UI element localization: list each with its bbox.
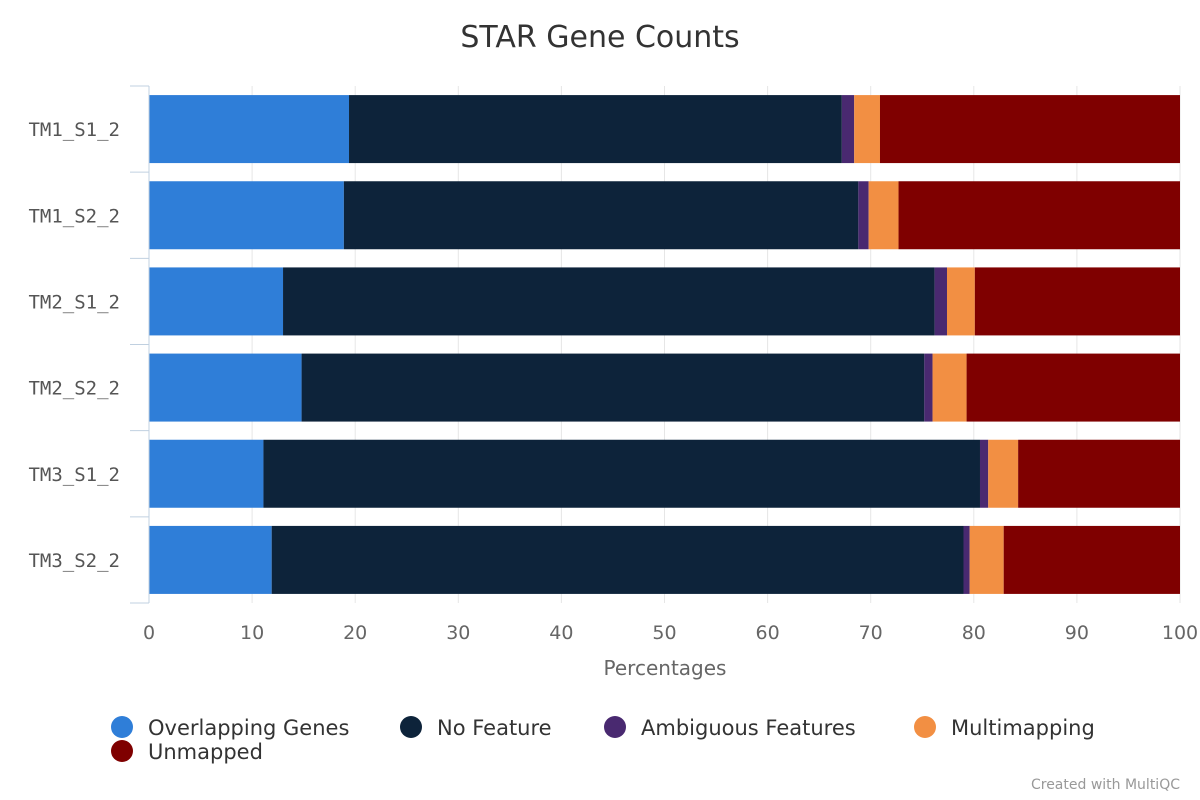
bar-TM3_S2_2-series-3[interactable] [969,525,1004,594]
x-tick-label: 20 [343,622,367,644]
x-tick-label: 10 [240,622,264,644]
bar-TM1_S2_2-series-3[interactable] [868,181,899,250]
bar-TM1_S1_2-series-2[interactable] [841,95,855,164]
bar-TM2_S1_2-series-2[interactable] [934,267,947,336]
bar-TM2_S1_2-series-0[interactable] [149,267,284,336]
bar-TM1_S1_2-series-4[interactable] [879,95,1180,164]
bar-TM1_S1_2-series-0[interactable] [149,95,350,164]
grid-layer [148,86,1181,603]
bar-TM1_S1_2-series-1[interactable] [349,95,842,164]
bar-TM3_S1_2-series-2[interactable] [979,439,989,508]
x-tick-label: 50 [652,622,676,644]
bar-TM2_S1_2-series-3[interactable] [946,267,975,336]
category-label: TM3_S1_2 [28,464,120,486]
legend-marker [111,716,133,738]
bar-TM3_S1_2-series-4[interactable] [1018,439,1180,508]
bar-TM1_S2_2-series-1[interactable] [343,181,859,250]
bar-TM2_S2_2-series-2[interactable] [924,353,933,422]
bar-TM1_S2_2-series-0[interactable] [149,181,344,250]
x-tick-label: 90 [1065,622,1089,644]
category-label: TM2_S2_2 [28,378,120,400]
legend-label: Ambiguous Features [641,716,856,740]
bar-TM2_S1_2-series-4[interactable] [974,267,1180,336]
bar-TM3_S1_2-series-1[interactable] [263,439,980,508]
x-tick-label: 30 [446,622,470,644]
legend-item-0[interactable]: Overlapping Genes [111,716,349,740]
x-tick-label: 60 [756,622,780,644]
x-axis-title: Percentages [604,656,727,680]
x-tick-label: 40 [549,622,573,644]
bar-TM3_S1_2-series-0[interactable] [149,439,264,508]
bar-TM2_S1_2-series-1[interactable] [283,267,935,336]
legend-item-1[interactable]: No Feature [400,716,552,740]
bar-TM2_S2_2-series-3[interactable] [932,353,967,422]
category-label: TM1_S2_2 [28,205,120,227]
bar-TM3_S2_2-series-1[interactable] [271,525,964,594]
category-label: TM1_S1_2 [28,119,120,141]
bar-TM3_S2_2-series-0[interactable] [149,525,272,594]
bar-TM2_S2_2-series-4[interactable] [966,353,1180,422]
bars-layer [149,95,1180,594]
credit-text: Created with MultiQC [1031,777,1180,793]
legend-label: No Feature [437,716,552,740]
legend-label: Unmapped [148,740,263,764]
bar-TM3_S1_2-series-3[interactable] [988,439,1019,508]
legend-marker [400,716,422,738]
bar-TM1_S1_2-series-3[interactable] [854,95,880,164]
legend-item-3[interactable]: Multimapping [914,716,1095,740]
x-tick-label: 80 [962,622,986,644]
bar-TM1_S2_2-series-2[interactable] [858,181,869,250]
legend-marker [111,740,133,762]
legend-marker [604,716,626,738]
bar-TM1_S2_2-series-4[interactable] [898,181,1180,250]
bar-TM3_S2_2-series-4[interactable] [1003,525,1180,594]
x-tick-label: 100 [1162,622,1198,644]
legend-marker [914,716,936,738]
bar-TM2_S2_2-series-0[interactable] [149,353,302,422]
bar-TM2_S2_2-series-1[interactable] [301,353,925,422]
legend-item-2[interactable]: Ambiguous Features [604,716,856,740]
chart-title: STAR Gene Counts [460,20,739,55]
x-tick-label: 0 [143,622,155,644]
category-label: TM3_S2_2 [28,550,120,572]
legend-item-4[interactable]: Unmapped [111,740,263,764]
legend: Overlapping Genes No Feature Ambiguous Fea… [111,716,1095,764]
x-tick-label: 70 [859,622,883,644]
axis-layer: 0 10 20 30 40 50 60 70 80 90 100 TM1_S1_2 TM1_S2_2 TM… [28,85,1198,644]
legend-label: Overlapping Genes [148,716,349,740]
bar-TM3_S2_2-series-2[interactable] [963,525,970,594]
legend-label: Multimapping [951,716,1095,740]
category-label: TM2_S1_2 [28,291,120,313]
